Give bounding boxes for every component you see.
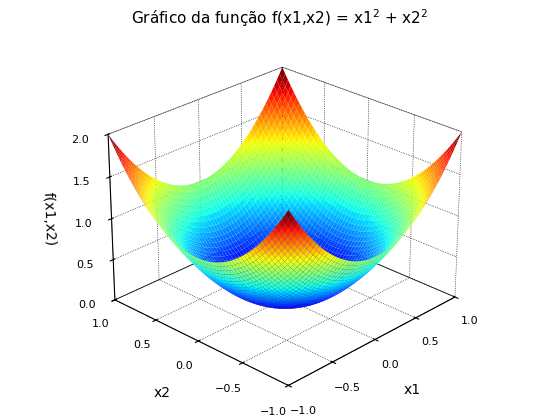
X-axis label: x1: x1 <box>404 383 421 397</box>
Y-axis label: x2: x2 <box>153 386 171 399</box>
Title: Gráfico da função f(x1,x2) = x1$^2$ + x2$^2$: Gráfico da função f(x1,x2) = x1$^2$ + x2… <box>132 7 428 29</box>
